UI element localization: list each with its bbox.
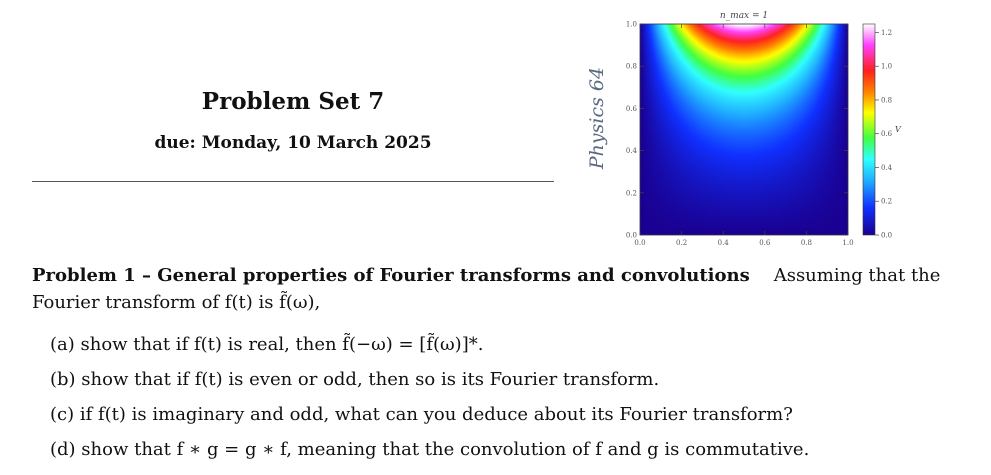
y-tick-label: 0.0 [626, 232, 637, 240]
heatmap-image [640, 24, 848, 235]
y-tick-label: 0.8 [626, 63, 637, 71]
figure-top-label: n_max = 1 [720, 11, 768, 21]
x-tick-label: 1.0 [842, 239, 853, 247]
x-tick-label: 0.2 [676, 239, 687, 247]
colorbar-axis: 0.0 0.2 0.4 0.6 0.8 1.0 1.2 [875, 29, 893, 240]
colorbar-tick-label: 0.0 [881, 232, 892, 240]
page-title: Problem Set 7 [201, 88, 385, 115]
title-block: Problem Set 7 due: Monday, 10 March 2025 [32, 78, 554, 153]
colorbar-tick-label: 0.6 [881, 130, 893, 138]
part-c: (c) if f(t) is imaginary and odd, what c… [50, 404, 793, 425]
problem-heading: Problem 1 – General properties of Fourie… [32, 265, 750, 286]
problem-parts: (a) show that if f(t) is real, then f̃(−… [50, 330, 980, 470]
y-tick-label: 0.6 [626, 105, 638, 113]
colorbar-label: V [895, 125, 902, 134]
colorbar-tick-label: 1.2 [881, 29, 892, 37]
x-tick-label: 0.4 [718, 239, 730, 247]
part-b: (b) show that if f(t) is even or odd, th… [50, 369, 660, 390]
x-tick-label: 0.8 [801, 239, 812, 247]
problem-1: Problem 1 – General properties of Fourie… [32, 262, 982, 316]
colorbar-tick-label: 0.4 [881, 164, 893, 172]
colorbar [862, 23, 876, 236]
due-date: due: Monday, 10 March 2025 [154, 133, 432, 153]
title-rule [32, 181, 554, 182]
y-axis: 0.0 0.2 0.4 0.6 0.8 1.0 [626, 21, 848, 240]
colorbar-tick-label: 1.0 [881, 63, 892, 71]
colorbar-tick-label: 0.2 [881, 198, 892, 206]
y-tick-label: 0.4 [626, 147, 638, 155]
colorbar-tick-label: 0.8 [881, 96, 892, 104]
y-tick-label: 0.2 [626, 189, 637, 197]
course-name: Physics 64 [586, 66, 608, 170]
potential-plot-svg: 0.0 0.2 0.4 0.6 0.8 1.0 0.0 0.2 0.4 0.6 0.8 1.0 n_… [626, 11, 902, 247]
part-a: (a) show that if f(t) is real, then f̃(−… [50, 334, 484, 355]
x-tick-label: 0.0 [634, 239, 645, 247]
x-tick-label: 0.6 [759, 239, 771, 247]
plot-frame [639, 23, 849, 236]
problem-intro: Assuming that the Fourier transform of f… [32, 265, 941, 313]
potential-plot: 0.0 0.2 0.4 0.6 0.8 1.0 0.0 0.2 0.4 0.6 0.8 1.0 n_… [612, 4, 912, 254]
y-tick-label: 1.0 [626, 21, 637, 29]
part-d: (d) show that f ∗ g = g ∗ f, meaning tha… [50, 439, 810, 460]
x-axis: 0.0 0.2 0.4 0.6 0.8 1.0 [634, 24, 854, 247]
